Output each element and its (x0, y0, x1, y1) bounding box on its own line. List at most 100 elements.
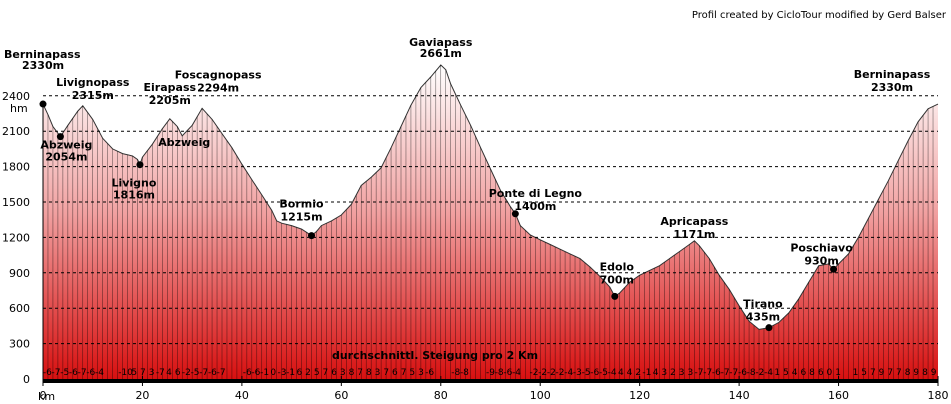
gradient-value: 4 (653, 368, 659, 378)
gradient-value: 9 (879, 368, 885, 378)
gradient-value: -6 (738, 368, 747, 378)
gradient-value: 4 (627, 368, 633, 378)
gradient-value: -6 (425, 368, 434, 378)
gradient-value: -8 (495, 368, 504, 378)
gradient-value: -5 (191, 368, 200, 378)
gradient-value: 7 (870, 368, 876, 378)
gradient-value: -4 (512, 368, 521, 378)
gradient-value: -6 (590, 368, 599, 378)
gradient-value: -6 (86, 368, 95, 378)
gradient-value: 5 (783, 368, 789, 378)
location-elevation: 1215m (280, 211, 322, 224)
location-elevation: 2205m (149, 94, 191, 107)
gradient-value: 3 (149, 368, 155, 378)
gradient-value: -7 (217, 368, 226, 378)
location-name: Apricapass (660, 215, 728, 228)
gradient-value: 7 (323, 368, 329, 378)
gradient-value: -4 (95, 368, 104, 378)
gradient-value: 1 (835, 368, 841, 378)
gradient-value: -7 (156, 368, 165, 378)
gradient-value: -10 (118, 368, 133, 378)
gradient-value: 8 (922, 368, 928, 378)
gradient-value: -7 (52, 368, 61, 378)
y-tick-label: 1500 (2, 196, 30, 209)
gradient-value: -2 (538, 368, 547, 378)
gradient-value: -2 (755, 368, 764, 378)
location-elevation: 435m (746, 311, 780, 324)
gradient-value: -7 (78, 368, 87, 378)
gradient-value: -6 (712, 368, 721, 378)
location-elevation: 2294m (197, 81, 239, 94)
x-tick-label: 0 (40, 389, 47, 402)
gradient-value: 6 (296, 368, 302, 378)
gradient-value: -4 (764, 368, 773, 378)
location-marker (56, 133, 64, 141)
location-marker (611, 292, 619, 300)
x-tick-label: 180 (928, 389, 949, 402)
gradient-value: -1 (286, 368, 295, 378)
location-elevation: 1171m (673, 228, 715, 241)
y-tick-label: 900 (9, 267, 30, 280)
gradient-value: 6 (800, 368, 806, 378)
x-tick-label: 120 (629, 389, 650, 402)
gradient-value: 0 (827, 368, 833, 378)
location-elevation: 1400m (514, 200, 556, 213)
y-tick-label: 1800 (2, 161, 30, 174)
location-elevation: 700m (600, 273, 634, 286)
location-name: Poschiavo (790, 241, 853, 254)
gradient-value: 4 (792, 368, 798, 378)
y-axis-label: hm (10, 102, 28, 115)
gradient-value: -5 (582, 368, 591, 378)
location-name: Berninapass (854, 68, 931, 81)
location-name: Livignopass (56, 76, 130, 89)
gradient-value: -5 (60, 368, 69, 378)
gradient-value: 1 (774, 368, 780, 378)
gradient-value: 5 (861, 368, 867, 378)
x-tick-label: 40 (235, 389, 249, 402)
location-elevation: 930m (804, 254, 838, 267)
gradient-value: -6 (208, 368, 217, 378)
gradient-value: 3 (687, 368, 693, 378)
location-name: Ponte di Legno (489, 187, 583, 200)
location-elevation: 2330m (871, 81, 913, 94)
x-tick-label: 140 (729, 389, 750, 402)
x-tick-label: 60 (334, 389, 348, 402)
location-marker (39, 100, 47, 108)
gradient-value: -5 (599, 368, 608, 378)
gradient-value: -9 (486, 368, 495, 378)
gradient-value: 7 (357, 368, 363, 378)
gradient-value: 7 (383, 368, 389, 378)
gradient-value: 5 (409, 368, 415, 378)
gradient-value: -6 (251, 368, 260, 378)
gradient-labels: -6 -7 -5 -6 -7 -6 -4 -105 7 3 -7 4 6 -2 -5 -7 -6 -7 -6 -6 -1… (43, 368, 937, 378)
gradient-value: 9 (913, 368, 919, 378)
location-name: Foscagnopass (175, 68, 262, 81)
gradient-value: 6 (818, 368, 824, 378)
gradient-value: 8 (905, 368, 911, 378)
gradient-value: -7 (721, 368, 730, 378)
x-tick-label: 160 (828, 389, 849, 402)
gradient-value: -3 (277, 368, 286, 378)
location-marker (765, 324, 773, 332)
gradient-value: 4 (618, 368, 624, 378)
credit-text: Profil created by CicloTour modified by … (692, 10, 947, 21)
gradient-value: -1 (260, 368, 269, 378)
gradient-value: -6 (69, 368, 78, 378)
gradient-value: 8 (349, 368, 355, 378)
y-tick-label: 1200 (2, 231, 30, 244)
location-marker (308, 232, 315, 240)
gradient-value: 3 (375, 368, 381, 378)
gradient-value: -2 (547, 368, 556, 378)
location-marker (511, 210, 519, 218)
gradient-value: 6 (175, 368, 181, 378)
location-name: Edolo (600, 260, 635, 273)
gradient-value: -2 (182, 368, 191, 378)
location-elevation: 2315m (72, 89, 114, 102)
location-name: Abzweig (158, 136, 210, 149)
gradient-value: -6 (243, 368, 252, 378)
profile-area (42, 64, 939, 379)
x-axis-label: km (38, 390, 55, 403)
